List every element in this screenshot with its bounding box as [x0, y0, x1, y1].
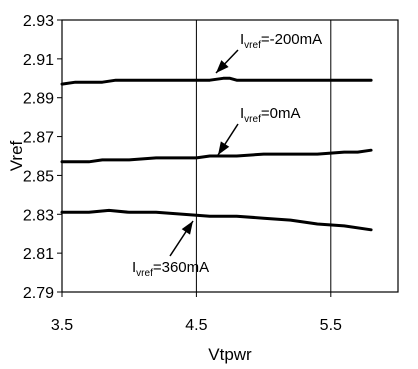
axis-ticks: 2.93 2.91 2.89 2.87 2.85 2.83 2.81 2.79 3.5 4.5 5.… — [23, 13, 342, 334]
series-line-0 — [60, 76, 373, 86]
series-line-1 — [60, 148, 373, 164]
y-tick-label-5: 2.83 — [23, 207, 54, 224]
y-tick-label-7: 2.79 — [23, 285, 54, 302]
annotation-label-1: Ivref=0mA — [240, 105, 300, 125]
y-tick-label-3: 2.87 — [23, 130, 54, 147]
y-tick-label-0: 2.93 — [23, 13, 54, 30]
y-tick-label-6: 2.81 — [23, 246, 54, 263]
x-tick-label-1: 4.5 — [185, 317, 207, 334]
y-tick-label-1: 2.91 — [23, 52, 54, 69]
annotation-label-0: Ivref=-200mA — [240, 31, 322, 51]
x-tick-label-2: 5.5 — [320, 317, 342, 334]
x-axis-title: Vtpwr — [208, 345, 252, 364]
annotation-arrowhead-1 — [218, 141, 230, 155]
y-tick-label-2: 2.89 — [23, 91, 54, 108]
y-tick-label-4: 2.85 — [23, 168, 54, 185]
y-axis-title: Vref — [7, 140, 26, 171]
annotations: Ivref=-200mA Ivref=0mA Ivref=360mA — [132, 31, 322, 279]
annotation-label-2: Ivref=360mA — [132, 259, 209, 279]
x-tick-label-0: 3.5 — [51, 317, 73, 334]
annotation-arrowhead-2 — [181, 221, 193, 235]
annotation-arrowhead-0 — [216, 60, 229, 73]
series-lines — [60, 76, 373, 232]
series-line-2 — [60, 208, 373, 232]
grid-lines — [195, 20, 332, 292]
plot-frame — [61, 19, 399, 293]
